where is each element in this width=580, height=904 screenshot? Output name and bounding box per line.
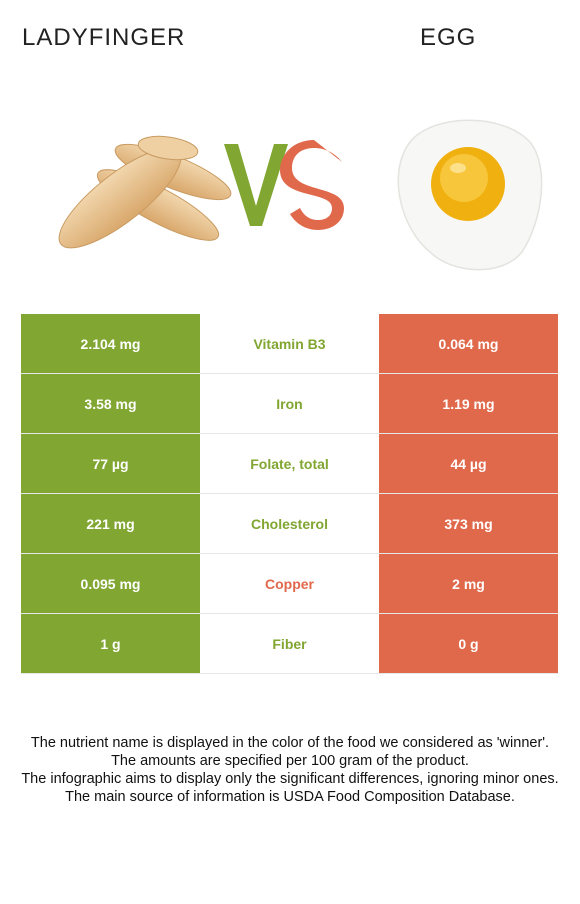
left-value: 1 g bbox=[21, 614, 200, 673]
footer-line: The nutrient name is displayed in the co… bbox=[30, 735, 550, 751]
nutrient-name: Copper bbox=[200, 554, 379, 613]
ladyfinger-image bbox=[58, 135, 232, 249]
left-value: 0.095 mg bbox=[21, 554, 200, 613]
nutrient-name: Folate, total bbox=[200, 434, 379, 493]
right-value: 1.19 mg bbox=[379, 374, 558, 433]
table-row: 77 µg Folate, total 44 µg bbox=[21, 434, 558, 494]
nutrient-name: Vitamin B3 bbox=[200, 314, 379, 373]
footer-notes: The nutrient name is displayed in the co… bbox=[20, 734, 560, 806]
table-row: 1 g Fiber 0 g bbox=[21, 614, 558, 674]
footer-line: The main source of information is USDA F… bbox=[65, 789, 515, 805]
table-row: 2.104 mg Vitamin B3 0.064 mg bbox=[21, 314, 558, 374]
table-row: 3.58 mg Iron 1.19 mg bbox=[21, 374, 558, 434]
vs-v-letter bbox=[224, 144, 288, 226]
footer-line: The amounts are specified per 100 gram o… bbox=[111, 753, 469, 769]
right-value: 373 mg bbox=[379, 494, 558, 553]
nutrient-name: Iron bbox=[200, 374, 379, 433]
right-value: 0 g bbox=[379, 614, 558, 673]
left-value: 3.58 mg bbox=[21, 374, 200, 433]
footer-line: The infographic aims to display only the… bbox=[21, 771, 559, 787]
nutrient-name: Fiber bbox=[200, 614, 379, 673]
comparison-table: 2.104 mg Vitamin B3 0.064 mg 3.58 mg Iro… bbox=[21, 314, 558, 674]
nutrient-name: Cholesterol bbox=[200, 494, 379, 553]
left-food-title: LADYFINGER bbox=[22, 24, 186, 51]
egg-image bbox=[397, 119, 543, 271]
right-value: 2 mg bbox=[379, 554, 558, 613]
left-value: 221 mg bbox=[21, 494, 200, 553]
right-value: 0.064 mg bbox=[379, 314, 558, 373]
vs-s-letter bbox=[280, 140, 344, 230]
table-row: 221 mg Cholesterol 373 mg bbox=[21, 494, 558, 554]
left-value: 77 µg bbox=[21, 434, 200, 493]
vs-graphic bbox=[224, 140, 344, 230]
table-row: 0.095 mg Copper 2 mg bbox=[21, 554, 558, 614]
right-value: 44 µg bbox=[379, 434, 558, 493]
left-value: 2.104 mg bbox=[21, 314, 200, 373]
right-food-title: EGG bbox=[420, 24, 477, 51]
